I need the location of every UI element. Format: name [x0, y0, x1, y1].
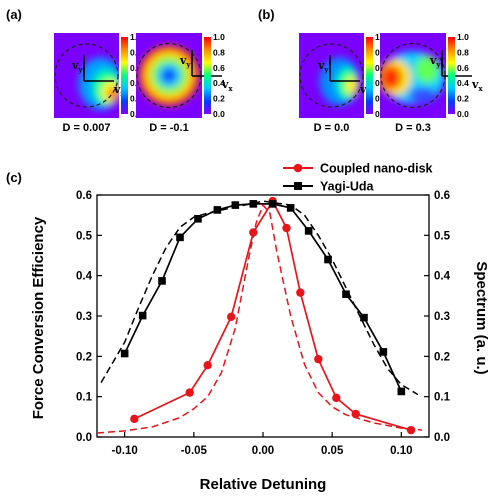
- y-right-tick-label: 0.5: [434, 230, 451, 242]
- colorbar-tick-label: 0.2: [457, 94, 469, 104]
- panel-label-b: (b): [258, 7, 275, 22]
- data-point-coupled: [406, 425, 416, 435]
- data-point-yagi: [249, 200, 258, 208]
- plot-frame: [96, 194, 430, 438]
- y-tick-label: 0.3: [76, 311, 92, 323]
- data-point-yagi: [158, 277, 166, 285]
- colorbar-tick-label: 1.0: [457, 32, 469, 42]
- data-point-coupled: [351, 409, 360, 419]
- x-tick-label: -0.10: [112, 445, 138, 457]
- panel-label-c: (c): [6, 170, 22, 185]
- y-tick-label: 0.5: [76, 230, 93, 242]
- series-line-0: [133, 199, 412, 431]
- markers-layer: [120, 196, 416, 435]
- y-tick-label: 0.2: [76, 351, 92, 363]
- data-point-coupled: [332, 393, 341, 403]
- legend-marker-coupled: [293, 163, 303, 173]
- chart-plot: -0.10 -0.05 0.00 0.05 0.10 0.00.10.20.30.40.…: [30, 162, 490, 494]
- data-point-yagi: [176, 233, 184, 242]
- colorbar-tick-label: 0.6: [213, 63, 225, 73]
- data-point-yagi: [324, 255, 332, 264]
- colorbar: [121, 37, 128, 114]
- data-point-yagi: [360, 313, 368, 322]
- legend: Coupled nano-disk Yagi-Uda: [283, 162, 433, 194]
- y-axis-title: Force Conversion Efficiency: [30, 216, 47, 419]
- colorbar: [204, 37, 211, 114]
- detuning-label: D = 0.3: [395, 122, 431, 134]
- data-point-yagi: [231, 201, 240, 209]
- data-point-coupled: [314, 354, 323, 364]
- y-right-tick-label: 0.6: [434, 190, 450, 202]
- data-point-coupled: [282, 223, 291, 233]
- y-right-tick-label: 0.3: [434, 311, 450, 323]
- colorbar: [366, 37, 373, 114]
- colorbar-tick-label: 1.0: [213, 32, 225, 42]
- x-tick-label: 0.10: [390, 445, 412, 457]
- data-point-coupled: [185, 388, 194, 397]
- y-axis-right-ticks: 0.0 0.1 0.2 0.3 0.4 0.5 0.6: [424, 190, 451, 444]
- data-point-yagi: [194, 214, 202, 223]
- disk-outline: [54, 43, 119, 108]
- y-tick-label: 0.1: [76, 392, 93, 404]
- data-point-yagi: [379, 348, 388, 356]
- disk-outline: [299, 43, 364, 108]
- data-point-yagi: [138, 311, 147, 320]
- panel-label-a: (a): [6, 7, 22, 22]
- data-point-coupled: [296, 288, 305, 297]
- y-axis-right-title: Spectrum (a. u.): [473, 261, 490, 374]
- colorbar-tick-label: 0.4: [213, 78, 225, 88]
- vector-x-label: vx: [471, 78, 483, 93]
- legend-label-coupled: Coupled nano-disk: [320, 162, 433, 176]
- data-point-coupled: [130, 414, 139, 424]
- data-point-coupled: [203, 361, 212, 370]
- colorbar-tick-label: 0.2: [213, 94, 225, 104]
- x-axis-title: Relative Detuning: [200, 476, 327, 493]
- colorbar-tick-label: 0.8: [457, 47, 469, 57]
- series-line-2: [97, 203, 423, 434]
- y-tick-label: 0.0: [76, 432, 92, 444]
- data-point-yagi: [286, 204, 295, 212]
- series-layer: [97, 199, 423, 434]
- colorbar: [448, 37, 455, 114]
- x-tick-label: 0.00: [252, 445, 274, 457]
- y-axis-ticks: 0.0 0.1 0.2 0.3 0.4 0.5 0.6: [76, 190, 102, 444]
- detuning-label: D = 0.007: [62, 122, 110, 134]
- data-point-yagi: [397, 387, 406, 396]
- colorbar-tick-label: 0.6: [457, 63, 469, 73]
- y-right-tick-label: 0.2: [434, 351, 450, 363]
- data-point-yagi: [268, 200, 277, 208]
- legend-label-yagi: Yagi-Uda: [320, 180, 375, 194]
- colorbar-tick-label: 0.0: [213, 109, 225, 119]
- detuning-label: D = 0.0: [314, 122, 350, 134]
- series-line-1: [123, 203, 403, 392]
- y-tick-label: 0.6: [76, 190, 92, 202]
- y-right-tick-label: 0.1: [434, 392, 451, 404]
- y-right-tick-label: 0.4: [434, 271, 451, 283]
- x-tick-label: -0.05: [181, 445, 208, 457]
- colorbar-tick-label: 0.4: [457, 78, 469, 88]
- data-point-yagi: [120, 349, 129, 358]
- colorbar-tick-label: 0.0: [457, 109, 469, 119]
- x-tick-label: 0.05: [321, 445, 344, 457]
- colorbar-tick-label: 0.8: [213, 47, 225, 57]
- detuning-label: D = -0.1: [149, 122, 188, 134]
- data-point-yagi: [213, 206, 222, 214]
- series-line-3: [100, 200, 419, 396]
- y-right-tick-label: 0.0: [434, 432, 450, 444]
- data-point-coupled: [249, 228, 258, 237]
- data-point-yagi: [342, 290, 350, 299]
- legend-marker-yagi: [294, 182, 302, 190]
- y-tick-label: 0.4: [76, 271, 93, 283]
- data-point-coupled: [226, 312, 236, 322]
- data-point-yagi: [304, 227, 313, 235]
- x-axis-ticks: -0.10 -0.05 0.00 0.05 0.10: [112, 432, 413, 457]
